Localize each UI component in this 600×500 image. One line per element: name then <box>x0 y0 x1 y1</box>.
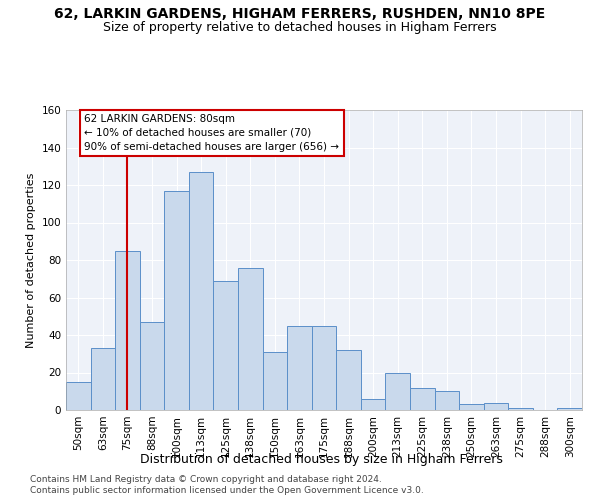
Bar <box>140 322 164 410</box>
Text: Contains HM Land Registry data © Crown copyright and database right 2024.: Contains HM Land Registry data © Crown c… <box>30 475 382 484</box>
Text: Contains public sector information licensed under the Open Government Licence v3: Contains public sector information licen… <box>30 486 424 495</box>
Bar <box>91 348 115 410</box>
Bar <box>508 408 533 410</box>
Text: 62, LARKIN GARDENS, HIGHAM FERRERS, RUSHDEN, NN10 8PE: 62, LARKIN GARDENS, HIGHAM FERRERS, RUSH… <box>55 8 545 22</box>
Bar <box>484 402 508 410</box>
Bar <box>66 382 91 410</box>
Bar <box>361 399 385 410</box>
Bar <box>557 408 582 410</box>
Bar <box>287 326 312 410</box>
Bar <box>410 388 434 410</box>
Text: Size of property relative to detached houses in Higham Ferrers: Size of property relative to detached ho… <box>103 21 497 34</box>
Bar <box>434 391 459 410</box>
Text: Distribution of detached houses by size in Higham Ferrers: Distribution of detached houses by size … <box>140 452 502 466</box>
Bar <box>115 250 140 410</box>
Bar <box>164 190 189 410</box>
Bar <box>336 350 361 410</box>
Bar <box>238 268 263 410</box>
Bar <box>459 404 484 410</box>
Bar <box>385 372 410 410</box>
Y-axis label: Number of detached properties: Number of detached properties <box>26 172 36 348</box>
Text: 62 LARKIN GARDENS: 80sqm
← 10% of detached houses are smaller (70)
90% of semi-d: 62 LARKIN GARDENS: 80sqm ← 10% of detach… <box>85 114 340 152</box>
Bar <box>263 352 287 410</box>
Bar <box>312 326 336 410</box>
Bar <box>189 172 214 410</box>
Bar <box>214 280 238 410</box>
